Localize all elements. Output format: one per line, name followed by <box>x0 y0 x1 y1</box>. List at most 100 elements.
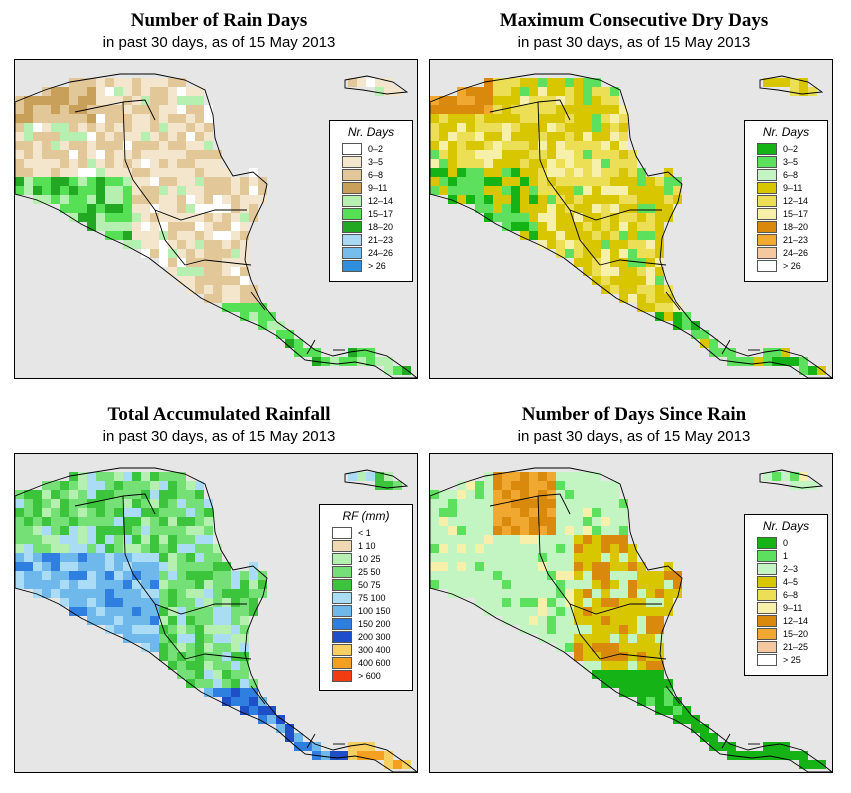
map-grid-cell <box>150 472 159 481</box>
map-grid-cell <box>673 571 682 580</box>
panel-subtitle: in past 30 days, as of 15 May 2013 <box>102 34 336 51</box>
map-grid-cell <box>42 105 51 114</box>
map-grid-cell <box>123 589 132 598</box>
map-grid-cell <box>204 616 213 625</box>
map-grid-cell <box>565 159 574 168</box>
map-grid-cell <box>448 150 457 159</box>
map-grid-cell <box>538 526 547 535</box>
map-grid-cell <box>448 159 457 168</box>
map-grid-cell <box>619 598 628 607</box>
map-grid-cell <box>619 535 628 544</box>
map-grid-cell <box>502 195 511 204</box>
map-grid-cell <box>384 751 393 760</box>
map-grid-cell <box>610 598 619 607</box>
map-grid-cell <box>60 132 69 141</box>
map-grid-cell <box>60 571 69 580</box>
map-grid-cell <box>574 634 583 643</box>
map-grid-cell <box>213 607 222 616</box>
map-grid-cell <box>159 222 168 231</box>
map-grid-cell <box>574 535 583 544</box>
legend-label: 6–8 <box>783 170 799 180</box>
map-grid-cell <box>132 78 141 87</box>
map-grid-cell <box>276 330 285 339</box>
country-borders <box>15 73 417 378</box>
map-grid-cell <box>493 168 502 177</box>
map-grid-cell <box>637 634 646 643</box>
map-grid-cell <box>592 553 601 562</box>
map-grid-cell <box>24 96 33 105</box>
map-grid-cell <box>520 517 529 526</box>
map-grid-cell <box>177 195 186 204</box>
map-grid-cell <box>339 357 348 366</box>
map-grid-cell <box>583 78 592 87</box>
map-grid-cell <box>69 159 78 168</box>
legend-label: 21–23 <box>368 235 394 245</box>
map-grid-cell <box>574 105 583 114</box>
map-grid-cell <box>484 177 493 186</box>
country-border <box>665 291 681 311</box>
map-grid-cell <box>141 195 150 204</box>
map-grid-cell <box>448 517 457 526</box>
map-grid-cell <box>664 688 673 697</box>
map-grid-cell <box>177 562 186 571</box>
map-grid-cell <box>51 186 60 195</box>
map-grid-cell <box>502 607 511 616</box>
map-grid-cell <box>177 249 186 258</box>
map-grid-cell <box>502 517 511 526</box>
map-grid-cell <box>475 526 484 535</box>
map-grid-cell <box>511 96 520 105</box>
legend-swatch <box>332 540 352 552</box>
map-grid-cell <box>213 222 222 231</box>
map-grid-cell <box>448 589 457 598</box>
map-grid-cell <box>448 544 457 553</box>
map-grid-cell <box>430 177 439 186</box>
map-grid-cell <box>601 231 610 240</box>
map-grid-cell <box>177 141 186 150</box>
map-grid-cell <box>159 616 168 625</box>
map-grid-cell <box>150 553 159 562</box>
map-grid-cell <box>610 643 619 652</box>
map-grid-cell <box>150 204 159 213</box>
panel-subtitle: in past 30 days, as of 15 May 2013 <box>517 34 751 51</box>
map-grid-cell <box>574 517 583 526</box>
map-grid-cell <box>168 616 177 625</box>
map-grid-cell <box>195 123 204 132</box>
map-grid-cell <box>646 643 655 652</box>
map-grid-cell <box>520 535 529 544</box>
map-grid-cell <box>105 213 114 222</box>
map-grid-cell <box>547 562 556 571</box>
map-grid-cell <box>348 742 357 751</box>
map-grid-cell <box>502 132 511 141</box>
map-grid-cell <box>51 535 60 544</box>
map-grid-cell <box>763 348 772 357</box>
map-grid-cell <box>646 679 655 688</box>
map-grid-cell <box>42 535 51 544</box>
map-grid-cell <box>213 625 222 634</box>
map-grid-cell <box>601 177 610 186</box>
legend-swatch <box>757 576 777 588</box>
map-grid-cell <box>33 114 42 123</box>
map-grid-cell <box>475 508 484 517</box>
map-grid-cell <box>430 114 439 123</box>
map-grid-cell <box>69 177 78 186</box>
map-grid-cell <box>195 562 204 571</box>
map-grid-cell <box>51 159 60 168</box>
map-grid-cell <box>195 607 204 616</box>
map-grid-cell <box>168 553 177 562</box>
map-grid-cell <box>628 616 637 625</box>
map-grid-cell <box>87 517 96 526</box>
map-grid-cell <box>114 517 123 526</box>
map-grid-cell <box>69 132 78 141</box>
map-grid-cell <box>601 571 610 580</box>
map-grid-cell <box>60 87 69 96</box>
map-grid-cell <box>69 105 78 114</box>
map-grid-cell <box>231 267 240 276</box>
map-grid-cell <box>520 589 529 598</box>
legend-swatch <box>332 566 352 578</box>
map-grid-cell <box>195 177 204 186</box>
map-grid-cell <box>96 114 105 123</box>
map-grid-cell <box>42 499 51 508</box>
map-grid-cell <box>502 589 511 598</box>
map-grid-cell <box>610 544 619 553</box>
map-grid-cell <box>529 105 538 114</box>
